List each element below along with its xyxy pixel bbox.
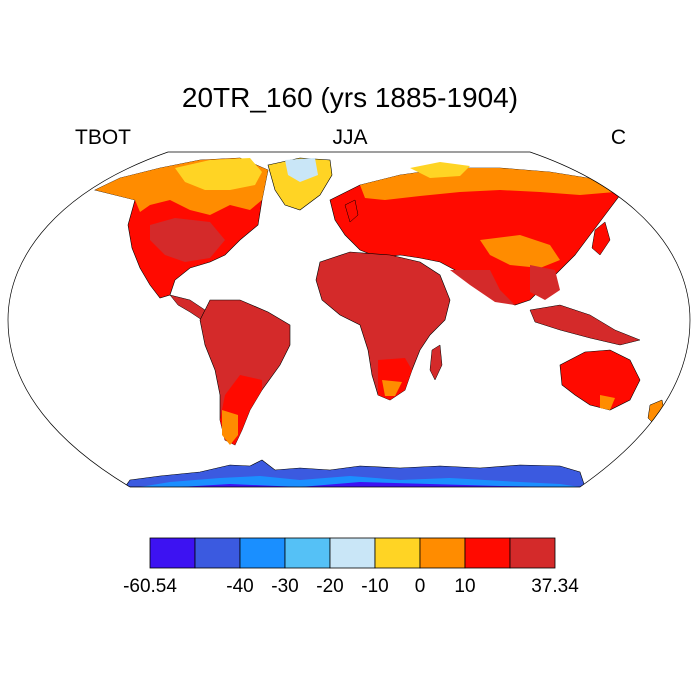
colorbar-box bbox=[329, 537, 376, 569]
colorbar-tick-label: 10 bbox=[454, 576, 475, 597]
colorbar-box bbox=[464, 537, 511, 569]
colorbar-tick-label: -60.54 bbox=[123, 576, 177, 597]
colorbar-tick-label: 0 bbox=[415, 576, 426, 597]
colorbar-box bbox=[194, 537, 241, 569]
variable-label: TBOT bbox=[75, 126, 131, 149]
colorbar-box bbox=[149, 537, 196, 569]
australia bbox=[559, 349, 641, 411]
map-title: 20TR_160 (yrs 1885-1904) bbox=[181, 82, 519, 113]
colorbar-box bbox=[239, 537, 286, 569]
colorbar-box bbox=[419, 537, 466, 569]
colorbar-tick-label: -30 bbox=[271, 576, 298, 597]
colorbar-box bbox=[284, 537, 331, 569]
season-label: JJA bbox=[332, 126, 368, 149]
units-label: C bbox=[610, 126, 626, 149]
colorbar-tick-label: -40 bbox=[226, 576, 253, 597]
colorbar-tick-label: -10 bbox=[361, 576, 388, 597]
colorbar-box bbox=[374, 537, 421, 569]
colorbar-tick-label: -20 bbox=[316, 576, 343, 597]
colorbar-tick-label: 37.34 bbox=[531, 576, 579, 597]
colorbar-box bbox=[509, 537, 556, 569]
map-boundary bbox=[7, 151, 691, 488]
